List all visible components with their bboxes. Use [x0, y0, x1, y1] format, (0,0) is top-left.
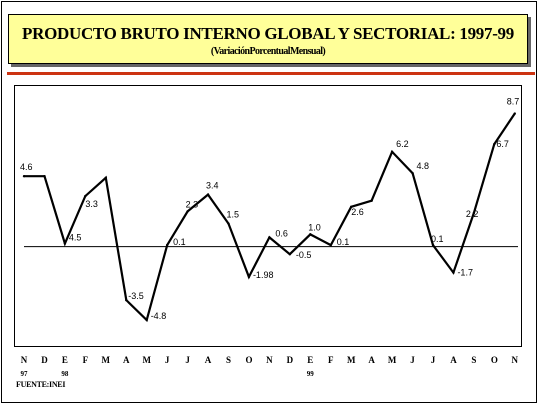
data-point [227, 222, 230, 225]
x-tick-label: D [287, 355, 294, 365]
x-tick-label: S [471, 355, 476, 365]
data-point [288, 253, 292, 256]
x-tick-label: S [226, 355, 231, 365]
data-point [431, 243, 435, 247]
x-tick-label: M [347, 355, 356, 365]
data-label: 4.5 [69, 233, 82, 243]
data-label: -4.8 [151, 311, 167, 321]
data-point [513, 112, 516, 115]
data-label: 2.3 [186, 199, 199, 209]
data-point [411, 171, 414, 175]
x-tick-label: J [431, 355, 436, 365]
data-point [309, 233, 312, 236]
x-tick-label: O [491, 355, 498, 365]
x-tick-label: A [450, 355, 457, 365]
data-point [22, 175, 26, 178]
x-tick-label: N [266, 355, 273, 365]
x-tick-label: E [62, 355, 68, 365]
data-label: -0.5 [296, 250, 312, 260]
data-point [145, 318, 148, 322]
x-tick-label: J [185, 355, 190, 365]
data-label: 0.1 [337, 237, 350, 247]
x-tick-label: A [368, 355, 375, 365]
x-tick-label: J [165, 355, 170, 365]
data-point [452, 271, 455, 274]
title-divider [7, 72, 535, 75]
x-tick-label: M [142, 355, 151, 365]
x-year-label: 99 [307, 370, 315, 378]
data-label: 0.6 [275, 228, 288, 238]
chart-subtitle: (VariaciónPorcentualMensual) [210, 46, 326, 57]
data-point [186, 210, 189, 213]
data-point [247, 275, 251, 279]
data-point [493, 142, 496, 146]
data-label: 2.2 [466, 209, 479, 219]
data-point [63, 242, 67, 245]
x-tick-label: A [205, 355, 212, 365]
chart-title: PRODUCTO BRUTO INTERNO GLOBAL Y SECTORIA… [22, 24, 514, 43]
source-note: FUENTE:INEI [16, 380, 66, 389]
data-label: 1.0 [308, 222, 321, 232]
data-point [206, 193, 210, 196]
data-label: 2.6 [351, 207, 364, 217]
x-year-label: 97 [21, 370, 29, 378]
data-label: 3.4 [206, 181, 219, 191]
data-point [125, 298, 128, 302]
data-label: 6.2 [396, 139, 409, 149]
data-label: 1.5 [227, 210, 240, 220]
x-tick-label: F [328, 355, 334, 365]
x-tick-label: M [388, 355, 397, 365]
data-label: 0.1 [431, 234, 444, 244]
data-label: 4.8 [417, 161, 430, 171]
data-point [350, 205, 353, 209]
data-point [84, 194, 87, 198]
x-tick-label: O [245, 355, 252, 365]
x-tick-label: F [83, 355, 89, 365]
x-tick-label: N [21, 355, 28, 365]
data-label: 3.3 [85, 199, 98, 209]
data-label: 4.6 [20, 162, 33, 172]
x-tick-label: M [102, 355, 111, 365]
data-point [165, 243, 169, 247]
data-point [268, 236, 271, 239]
x-tick-label: J [410, 355, 415, 365]
plot-area [14, 85, 522, 347]
x-tick-label: D [41, 355, 48, 365]
data-label: 0.1 [173, 237, 186, 247]
data-label: -1.7 [457, 268, 473, 278]
data-point [370, 199, 373, 202]
x-tick-label: N [512, 355, 519, 365]
data-label: 8.7 [507, 97, 520, 107]
data-label: -3.5 [128, 291, 144, 301]
x-year-label: 98 [61, 370, 69, 378]
data-point [472, 211, 476, 215]
data-label: -1.98 [253, 270, 274, 280]
data-point [329, 243, 332, 247]
data-point [390, 150, 394, 153]
series-line [24, 112, 516, 323]
data-point [104, 176, 108, 179]
x-tick-label: A [123, 355, 130, 365]
data-label: 6.7 [496, 139, 509, 149]
x-tick-label: E [307, 355, 313, 365]
title-box: PRODUCTO BRUTO INTERNO GLOBAL Y SECTORIA… [8, 14, 528, 64]
data-point [43, 175, 46, 178]
